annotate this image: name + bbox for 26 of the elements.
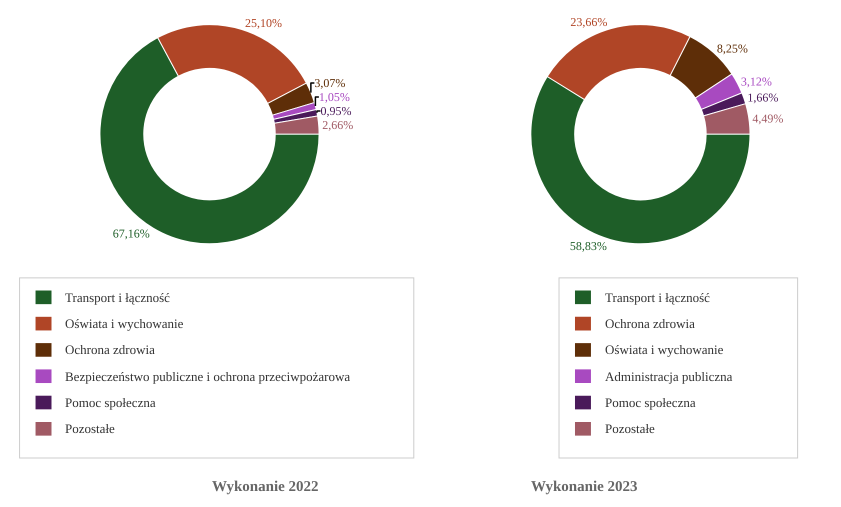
data-label: 23,66% [570, 15, 608, 30]
data-label: 2,66% [322, 118, 354, 132]
legend-label: Transport i łączność [65, 290, 170, 305]
legend-label: Administracja publiczna [605, 369, 733, 384]
data-label: 1,05% [318, 90, 350, 104]
legend-label: Bezpieczeństwo publiczne i ochrona przeciwpożarowa [65, 369, 350, 384]
data-label: 67,16% [112, 226, 150, 240]
data-label: 4,49% [752, 112, 784, 126]
text: Wykonanie 2022 [212, 479, 319, 495]
data-label: 58,83% [570, 239, 607, 254]
legend-label: Transport i łączność [605, 290, 710, 305]
data-label: 1,66% [747, 90, 778, 104]
legend-label: Ochrona zdrowia [65, 342, 156, 357]
data-label: 8,25% [716, 42, 748, 56]
legend-label: Ochrona zdrowia [605, 316, 696, 331]
data-label: 3,07% [314, 76, 346, 90]
data-label: 25,10% [245, 16, 282, 30]
text: Wykonanie 2023 [531, 479, 638, 495]
legend-label: Oświata i wychowanie [65, 316, 184, 331]
legend-label: Pomoc społeczna [65, 395, 156, 410]
legend-label: Oświata i wychowanie [605, 342, 724, 357]
legend-label: Pozostałe [65, 421, 116, 436]
legend-label: Pomoc społeczna [605, 395, 696, 410]
data-label: 3,12% [740, 74, 772, 89]
legend-label: Pozostałe [605, 421, 656, 436]
data-label: 0,95% [320, 104, 352, 118]
